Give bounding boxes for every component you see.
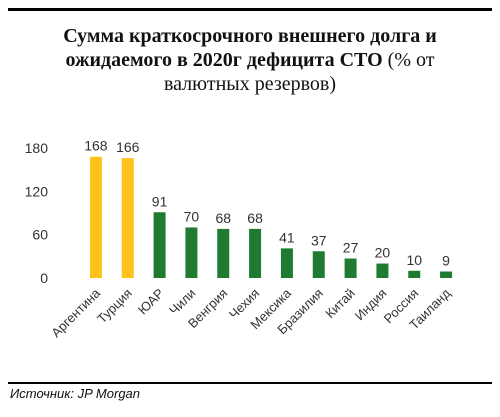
- category-label: Китай: [322, 286, 357, 321]
- bar-value-label: 41: [279, 229, 295, 245]
- bar: [121, 158, 134, 278]
- title-line-2-main: ожидаемого в 2020г дефицита СТО: [65, 49, 383, 71]
- bar: [312, 251, 325, 278]
- category-label: Аргентина: [48, 285, 103, 340]
- bar-value-label: 91: [152, 193, 168, 209]
- bottom-rule: [8, 382, 492, 384]
- bar-value-label: 10: [406, 252, 422, 268]
- y-tick-label: 120: [25, 183, 49, 199]
- bar: [280, 248, 293, 278]
- title-line-3: валютных резервов): [163, 73, 337, 95]
- y-tick-label: 180: [25, 140, 49, 156]
- y-tick-label: 60: [32, 227, 48, 243]
- bar-value-label: 37: [311, 232, 327, 248]
- bar: [89, 156, 102, 278]
- source-note: Источник: JP Morgan: [10, 386, 140, 401]
- bar: [440, 271, 453, 278]
- title-line-2-suffix: (% от: [387, 49, 435, 71]
- bar-value-label: 68: [215, 210, 231, 226]
- bar-value-label: 9: [442, 253, 450, 269]
- top-rule: [8, 8, 492, 11]
- bar: [376, 263, 389, 278]
- title-line-2: ожидаемого в 2020г дефицита СТО (% от: [28, 48, 472, 72]
- bar-value-label: 70: [184, 208, 200, 224]
- bar-value-label: 68: [247, 210, 263, 226]
- bar-value-label: 27: [343, 240, 359, 256]
- source-value: JP Morgan: [77, 386, 141, 401]
- bar: [408, 270, 421, 278]
- bar: [185, 227, 198, 278]
- chart-title: Сумма краткосрочного внешнего долга и ож…: [0, 24, 500, 96]
- bar: [249, 228, 262, 278]
- bar-value-label: 168: [84, 138, 108, 154]
- category-label: Турция: [94, 286, 135, 327]
- title-line-1: Сумма краткосрочного внешнего долга и: [63, 25, 437, 47]
- bar-value-label: 166: [116, 139, 140, 155]
- bar: [217, 228, 230, 278]
- category-label: ЮАР: [135, 286, 167, 318]
- y-tick-label: 0: [40, 270, 48, 286]
- bar: [153, 212, 166, 278]
- source-label: Источник:: [10, 386, 74, 401]
- bar-value-label: 20: [375, 245, 391, 261]
- bar: [344, 258, 357, 278]
